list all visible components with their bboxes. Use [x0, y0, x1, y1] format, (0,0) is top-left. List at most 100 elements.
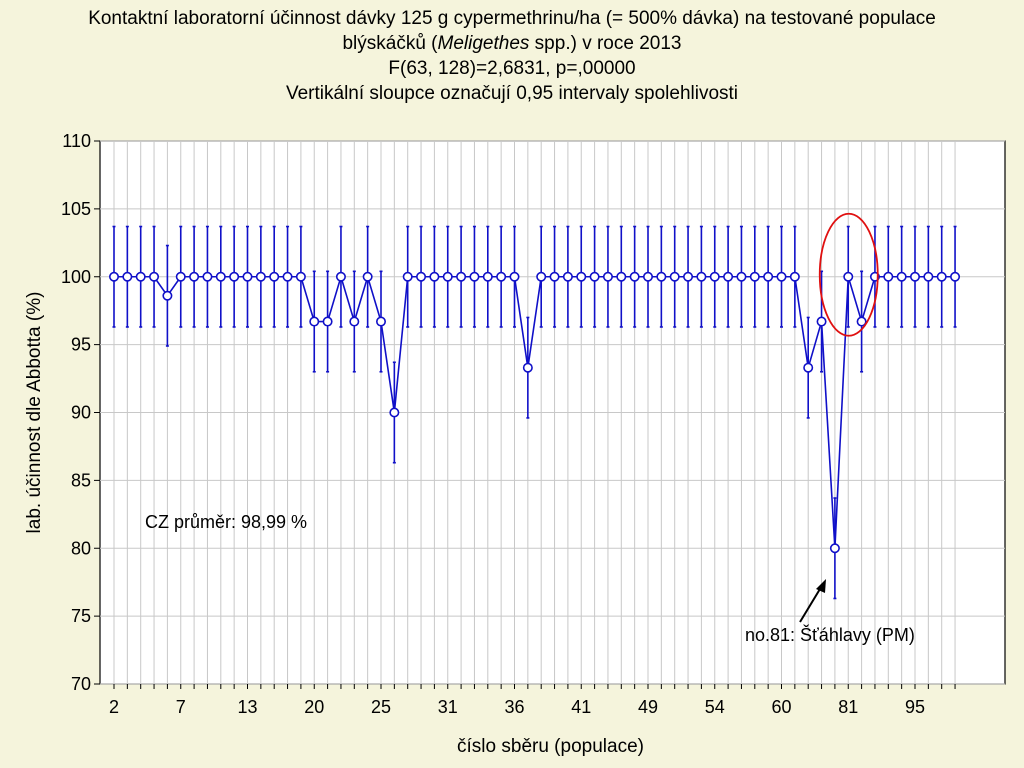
data-point: [442, 271, 453, 282]
y-tick-label: 95: [71, 335, 91, 355]
data-point: [936, 271, 947, 282]
chart-title: Kontaktní laboratorní účinnost dávky 125…: [0, 6, 1024, 106]
x-tick-label: 41: [571, 697, 591, 717]
data-point: [883, 271, 894, 282]
data-point: [509, 271, 520, 282]
data-point: [749, 271, 760, 282]
title-line-2b: spp.) v roce 2013: [529, 33, 682, 54]
y-tick-label: 70: [71, 674, 91, 694]
data-point: [242, 271, 253, 282]
data-point: [909, 271, 920, 282]
data-point: [776, 271, 787, 282]
subtitle-stats: F(63, 128)=2,6831, p=,00000: [388, 58, 636, 79]
y-tick-label: 85: [71, 470, 91, 490]
data-point: [362, 271, 373, 282]
x-tick-label: 13: [237, 697, 257, 717]
data-point: [189, 271, 200, 282]
data-point: [789, 271, 800, 282]
mean-label: CZ průměr: 98,99 %: [145, 512, 307, 532]
data-point: [923, 271, 934, 282]
data-point: [215, 271, 226, 282]
y-tick-label: 75: [71, 606, 91, 626]
data-point: [669, 271, 680, 282]
annotations: CZ průměr: 98,99 % no.81: Šťáhlavy (PM): [145, 212, 915, 645]
data-point: [536, 271, 547, 282]
data-point: [456, 271, 467, 282]
title-line-1: Kontaktní laboratorní účinnost dávky 125…: [88, 8, 936, 29]
data-point: [950, 271, 961, 282]
x-tick-label: 81: [838, 697, 858, 717]
arrow-head: [816, 579, 826, 593]
data-point: [149, 271, 160, 282]
data-point: [856, 316, 867, 327]
data-point: [496, 271, 507, 282]
x-tick-label: 49: [638, 697, 658, 717]
data-point: [683, 271, 694, 282]
x-tick-label: 25: [371, 697, 391, 717]
data-point: [282, 271, 293, 282]
data-point: [709, 271, 720, 282]
data-point: [375, 316, 386, 327]
highlight-label: no.81: Šťáhlavy (PM): [745, 624, 915, 645]
data-point: [589, 271, 600, 282]
data-point: [803, 362, 814, 373]
y-tick-label: 105: [61, 199, 91, 219]
y-tick-label: 90: [71, 403, 91, 423]
series-line: [114, 273, 956, 549]
y-tick-label: 100: [61, 267, 91, 287]
y-tick-label: 110: [62, 131, 91, 151]
data-point: [723, 271, 734, 282]
data-point: [429, 271, 440, 282]
data-point: [736, 271, 747, 282]
x-tick-label: 60: [771, 697, 791, 717]
data-point: [295, 271, 306, 282]
data-point: [602, 271, 613, 282]
data-point: [162, 290, 173, 301]
data-point: [629, 271, 640, 282]
data-point: [416, 271, 427, 282]
data-point: [229, 271, 240, 282]
data-point: [349, 316, 360, 327]
data-point: [896, 271, 907, 282]
data-point: [816, 316, 827, 327]
data-point: [642, 271, 653, 282]
data-point: [269, 271, 280, 282]
data-point: [843, 271, 854, 282]
data-point: [576, 271, 587, 282]
data-point: [109, 271, 120, 282]
highlight-ellipse: [818, 212, 879, 337]
data-point: [309, 316, 320, 327]
data-point: [135, 271, 146, 282]
data-point: [175, 271, 186, 282]
y-axis-label: lab. účinnost dle Abbotta (%): [24, 292, 45, 534]
data-point: [549, 271, 560, 282]
x-tick-label: 31: [438, 697, 458, 717]
data-points: [109, 271, 961, 554]
data-point: [656, 271, 667, 282]
data-point: [469, 271, 480, 282]
x-tick-label: 2: [109, 697, 119, 717]
data-point: [322, 316, 333, 327]
data-point: [616, 271, 627, 282]
x-tick-label: 95: [905, 697, 925, 717]
data-point: [122, 271, 133, 282]
data-point: [402, 271, 413, 282]
data-point: [482, 271, 493, 282]
x-tick-label: 7: [176, 697, 186, 717]
data-point: [829, 543, 840, 554]
data-point: [202, 271, 213, 282]
title-line-2a: blýskáčků (: [342, 33, 438, 54]
y-axis: 70 75 80 85 90 95 100 105 110: [61, 131, 100, 694]
x-axis-label: číslo sběru (populace): [457, 736, 644, 757]
data-point: [562, 271, 573, 282]
data-point: [696, 271, 707, 282]
data-point: [389, 407, 400, 418]
subtitle-ci-note: Vertikální sloupce označují 0,95 interva…: [285, 83, 739, 104]
title-line-2-genus: Meligethes: [437, 33, 530, 54]
x-tick-label: 54: [705, 697, 725, 717]
data-point: [255, 271, 266, 282]
x-tick-label: 20: [304, 697, 324, 717]
data-point: [335, 271, 346, 282]
x-tick-label: 36: [504, 697, 524, 717]
